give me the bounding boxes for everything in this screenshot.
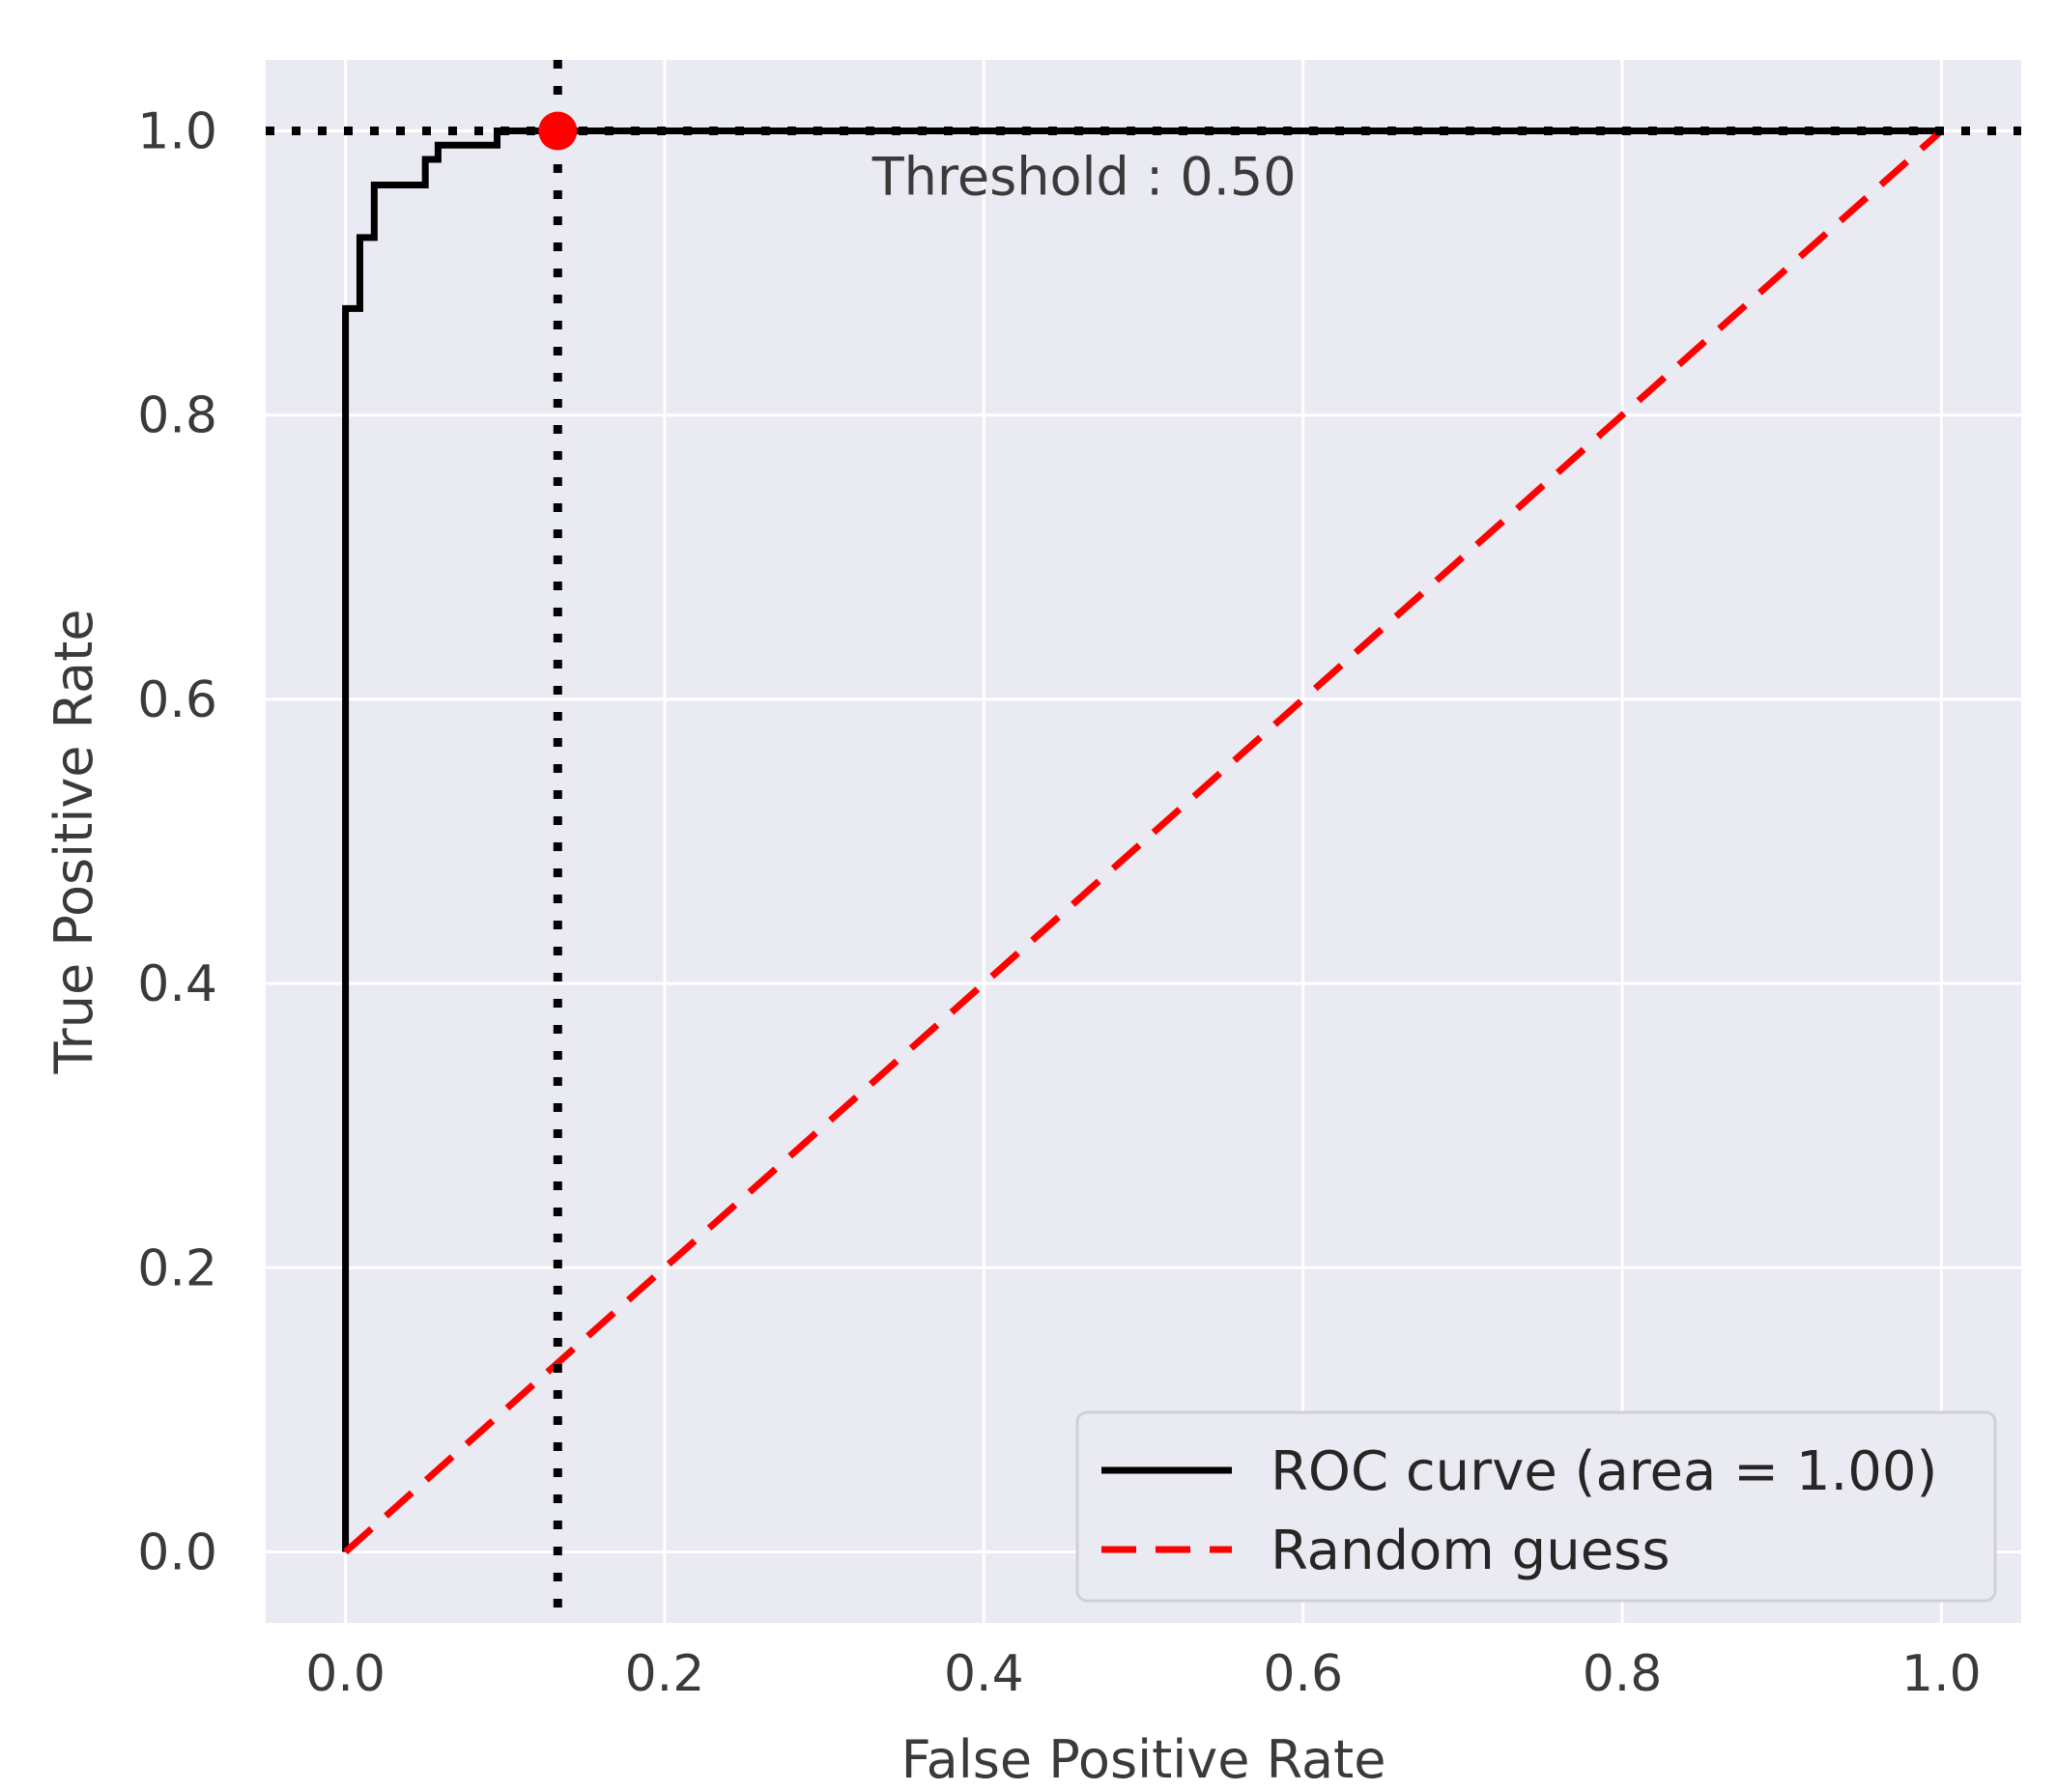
x-tick-label: 1.0: [1901, 1645, 1982, 1703]
x-tick-label: 0.4: [944, 1645, 1024, 1703]
legend-label-random: Random guess: [1271, 1520, 1670, 1582]
threshold-annotation: Threshold : 0.50: [871, 147, 1297, 208]
y-tick-label: 0.2: [137, 1239, 217, 1297]
x-axis-label: False Positive Rate: [901, 1729, 1386, 1790]
y-tick-label: 0.4: [137, 955, 217, 1013]
y-tick-label: 0.0: [137, 1523, 217, 1581]
threshold-marker: [538, 111, 578, 151]
y-tick-label: 0.6: [137, 671, 217, 729]
series-layer: [342, 128, 1944, 1555]
random-guess-line: [343, 128, 1944, 1555]
x-tick-label: 0.6: [1263, 1645, 1343, 1703]
x-tick-labels: 0.0 0.2 0.4 0.6 0.8 1.0: [305, 1645, 1982, 1703]
y-tick-label: 0.8: [137, 387, 217, 445]
roc-curve-line: [342, 128, 1942, 1552]
x-tick-label: 0.8: [1583, 1645, 1663, 1703]
legend: ROC curve (area = 1.00) Random guess: [1075, 1410, 1997, 1603]
y-tick-label: 1.0: [137, 103, 217, 161]
legend-label-roc: ROC curve (area = 1.00): [1271, 1440, 1937, 1503]
x-tick-label: 0.0: [305, 1645, 386, 1703]
y-tick-labels: 0.0 0.2 0.4 0.6 0.8 1.0: [137, 103, 217, 1582]
y-axis-label: True Positive Rate: [43, 609, 104, 1074]
legend-box: [1075, 1410, 1997, 1603]
x-tick-label: 0.2: [625, 1645, 705, 1703]
